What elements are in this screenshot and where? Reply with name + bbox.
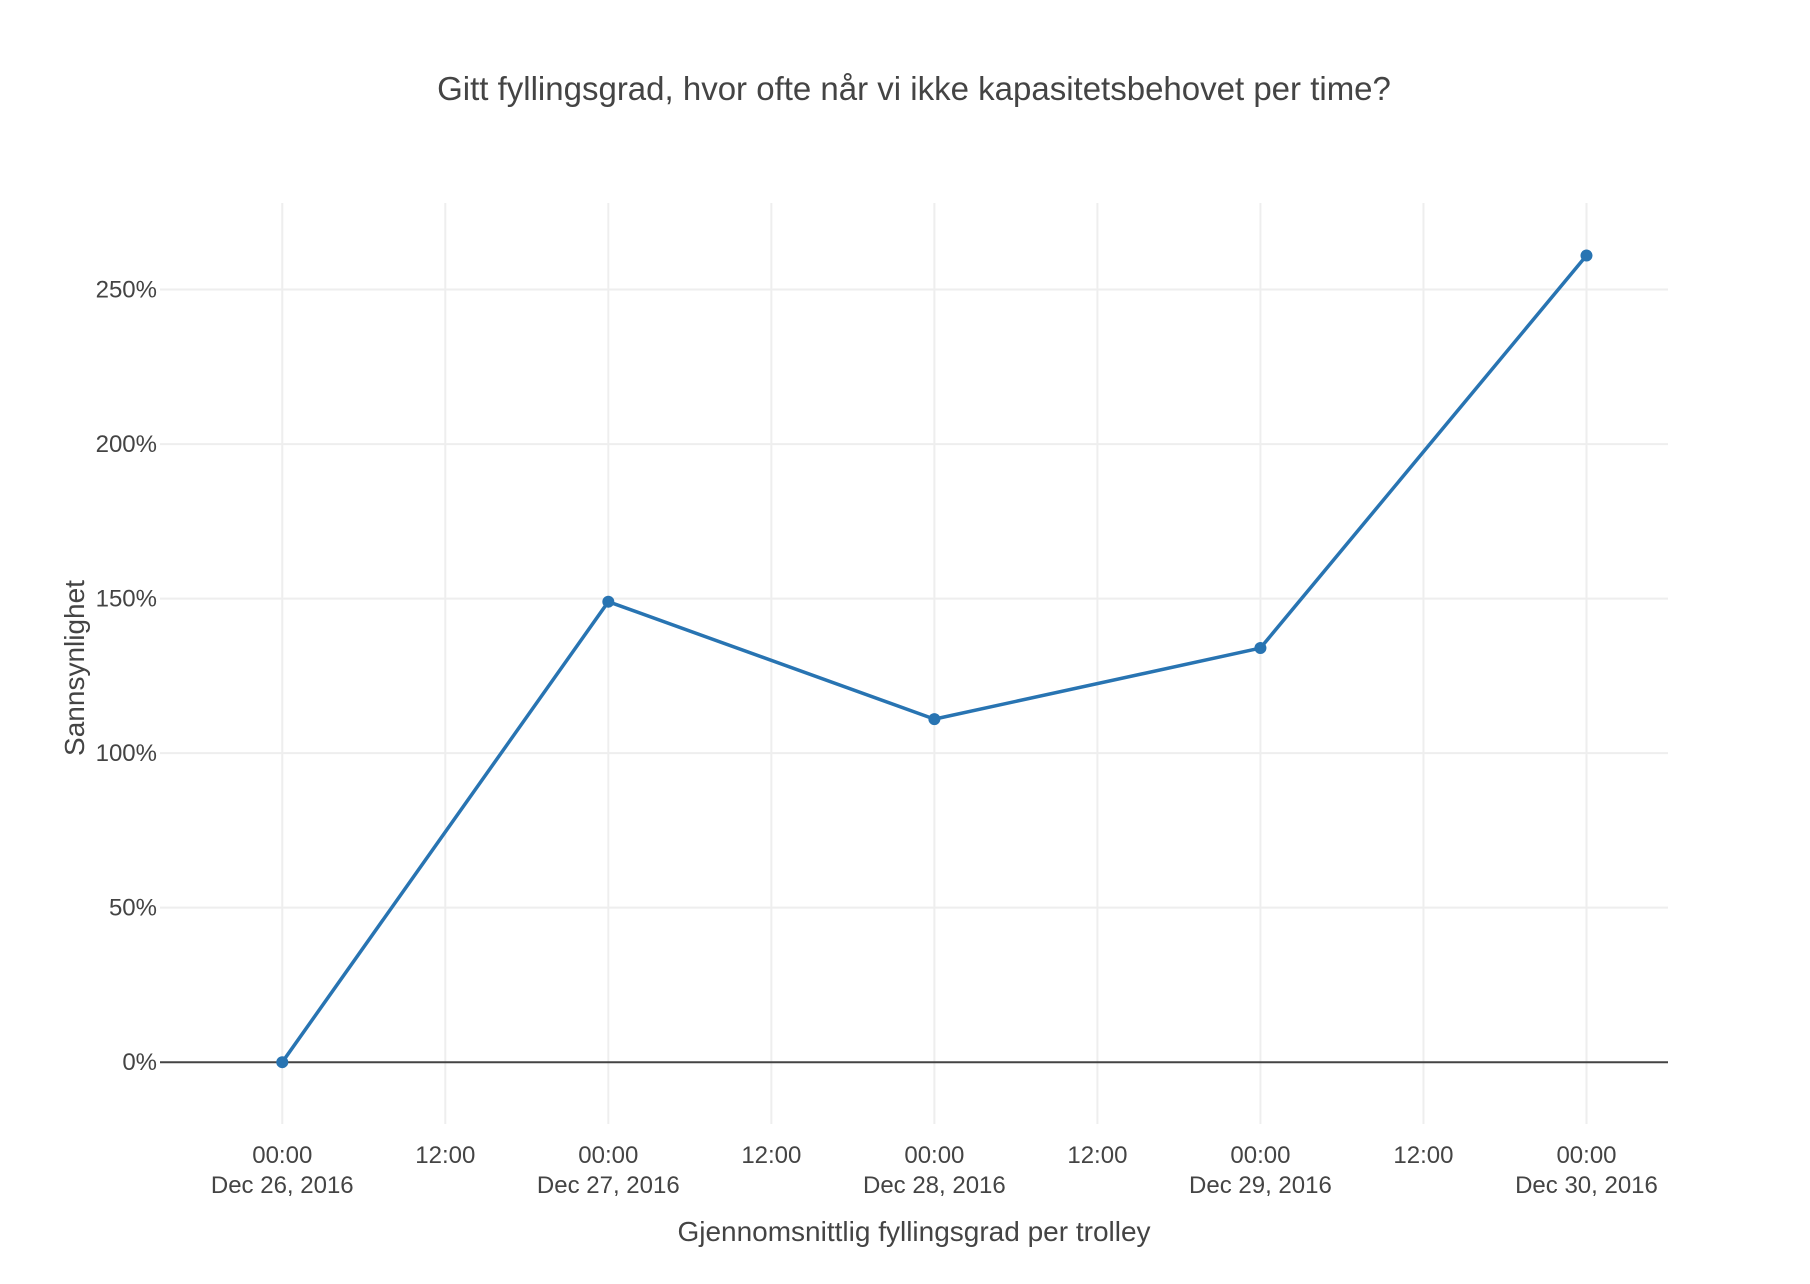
axes: 00:00 Dec 26, 2016 12:00 00:00 Dec 27, 2016 1… <box>96 277 1658 1199</box>
y-tick-label: 200% <box>96 431 157 458</box>
x-tick-label: 00:00 <box>252 1142 312 1169</box>
data-point <box>276 1056 289 1069</box>
y-axis-title: Sannsynlighet <box>59 580 90 756</box>
x-tick-date-label: Dec 30, 2016 <box>1515 1172 1658 1199</box>
chart-title: Gitt fyllingsgrad, hvor ofte når vi ikke… <box>437 70 1391 107</box>
y-tick-label: 50% <box>109 895 157 922</box>
y-tick-label: 0% <box>122 1049 157 1076</box>
x-tick-date-label: Dec 28, 2016 <box>863 1172 1006 1199</box>
data-point <box>928 713 941 726</box>
x-tick-label: 00:00 <box>1230 1142 1290 1169</box>
x-axis-title: Gjennomsnittlig fyllingsgrad per trolley <box>677 1216 1150 1247</box>
x-tick-date-label: Dec 27, 2016 <box>537 1172 680 1199</box>
series-layer <box>276 249 1593 1069</box>
data-point <box>602 595 615 608</box>
x-tick-label: 00:00 <box>904 1142 964 1169</box>
y-tick-label: 250% <box>96 277 157 304</box>
x-tick-label: 12:00 <box>415 1142 475 1169</box>
x-tick-date-label: Dec 26, 2016 <box>211 1172 354 1199</box>
x-tick-label: 00:00 <box>578 1142 638 1169</box>
x-tick-date-label: Dec 29, 2016 <box>1189 1172 1332 1199</box>
x-tick-label: 12:00 <box>1067 1142 1127 1169</box>
y-tick-label: 150% <box>96 586 157 613</box>
y-tick-label: 100% <box>96 740 157 767</box>
data-point <box>1580 249 1593 262</box>
x-tick-label: 12:00 <box>1393 1142 1453 1169</box>
x-tick-label: 12:00 <box>741 1142 801 1169</box>
x-tick-label: 00:00 <box>1556 1142 1616 1169</box>
gridlines <box>160 203 1668 1124</box>
data-point <box>1254 642 1267 655</box>
